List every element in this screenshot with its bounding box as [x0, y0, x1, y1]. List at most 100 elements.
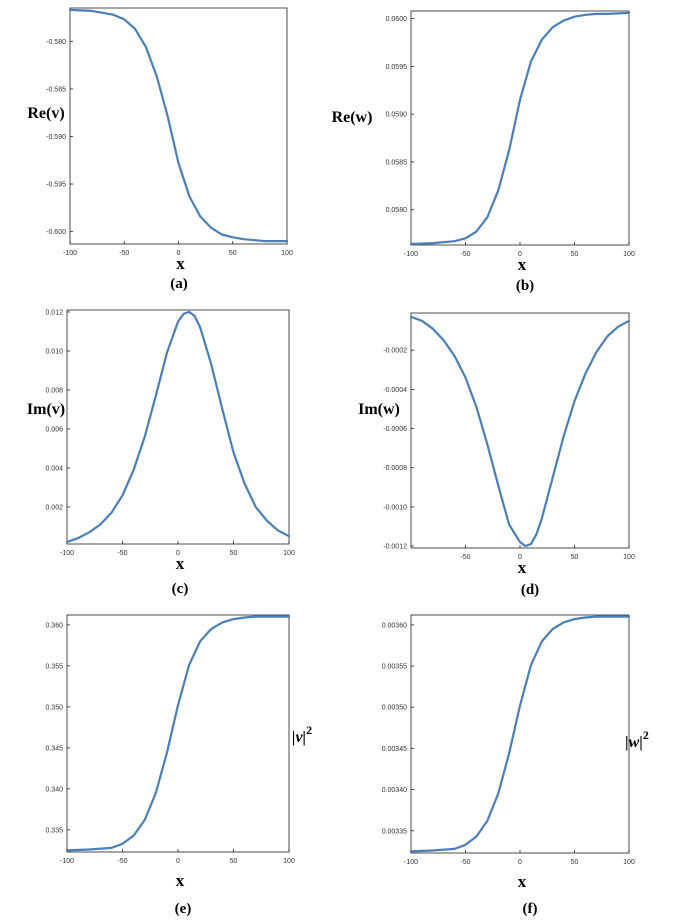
x-tick-label: 50: [571, 554, 579, 561]
y-tick-label: 0.0580: [386, 207, 408, 214]
x-tick-label: 50: [230, 550, 238, 557]
x-axis-label: x: [518, 558, 527, 577]
y-tick-label: -0.0002: [383, 348, 407, 355]
y-tick-label: 0.360: [45, 622, 63, 629]
x-tick-label: -50: [460, 251, 470, 258]
plot-frame: [410, 312, 630, 549]
data-series-line: [409, 315, 631, 548]
y-tick-label: 0.345: [45, 745, 63, 752]
x-tick-label: 50: [229, 250, 237, 257]
x-tick-label: 0: [176, 550, 180, 557]
y-tick-label: 0.002: [45, 504, 63, 511]
panel-caption: (b): [516, 278, 534, 294]
y-tick-label: 0.012: [45, 309, 63, 316]
x-axis-label: x: [176, 871, 185, 890]
chart-panel-a: -100 -50 0 50 100 -0.580 -0.585 -0.590 -0.595 -0.…: [27, 7, 293, 292]
x-tick-label: 100: [283, 858, 295, 865]
y-axis-label: |v|2: [292, 723, 312, 746]
chart-panel-c: -100 -50 0 50 100 0.012 0.010 0.008 0.006 0.004 0.…: [27, 309, 295, 597]
x-axis-label: x: [176, 254, 185, 273]
x-tick-label: 100: [281, 250, 293, 257]
panel-caption: (f): [523, 901, 538, 917]
x-tick-label: -100: [60, 550, 74, 557]
x-tick-label: 100: [623, 554, 635, 561]
panel-caption: (e): [175, 901, 192, 917]
y-tick-label: 0.0585: [386, 159, 408, 166]
plot-frame: [66, 309, 290, 545]
y-axis-label: Re(w): [332, 109, 373, 126]
data-series-line: [65, 310, 291, 544]
x-tick-label: 100: [623, 251, 635, 258]
x-axis-label: x: [518, 872, 527, 891]
x-tick-label: 100: [623, 859, 635, 866]
y-tick-label: 0.00350: [382, 705, 407, 712]
x-tick-label: -50: [117, 550, 127, 557]
x-axis-label: x: [518, 255, 527, 274]
x-tick-label: 0: [176, 858, 180, 865]
y-tick-label: 0.00340: [382, 787, 407, 794]
y-axis-label: |w|2: [625, 728, 649, 751]
y-tick-label: -0.595: [46, 182, 66, 189]
y-tick-label: 0.350: [45, 704, 63, 711]
x-tick-label: 0: [518, 251, 522, 258]
y-tick-label: 0.006: [45, 426, 63, 433]
x-tick-label: 50: [230, 858, 238, 865]
panel-caption: (c): [172, 581, 189, 597]
y-tick-label: -0.585: [46, 86, 66, 93]
x-tick-label: -100: [404, 859, 418, 866]
chart-panel-f: -100 -50 0 50 100 0.00360 0.00355 0.00350 0.0034…: [382, 614, 649, 917]
y-tick-label: -0.600: [46, 229, 66, 236]
data-series-line: [409, 11, 631, 246]
data-series-line: [68, 8, 289, 243]
x-tick-label: -50: [119, 250, 129, 257]
plot-frame: [410, 614, 630, 854]
y-tick-label: 0.0590: [386, 112, 408, 119]
x-tick-label: -50: [117, 858, 127, 865]
data-series-line: [65, 615, 291, 852]
y-tick-label: -0.0006: [383, 426, 407, 433]
plot-frame: [69, 7, 288, 245]
x-tick-label: 50: [571, 251, 579, 258]
chart-panel-d: -50 0 50 100 -0.0002 -0.0004 -0.0006 -0.0008 -0.…: [358, 312, 635, 598]
y-tick-label: 0.355: [45, 663, 63, 670]
x-tick-label: 0: [177, 250, 181, 257]
y-tick-label: 0.004: [45, 465, 63, 472]
y-tick-label: 0.00355: [382, 664, 407, 671]
y-tick-label: -0.0010: [383, 504, 407, 511]
y-tick-label: 0.008: [45, 387, 63, 394]
y-tick-label: 0.00360: [382, 622, 407, 629]
y-axis-label: Im(v): [27, 401, 65, 418]
x-axis-label: x: [176, 554, 185, 573]
y-tick-label: -0.0012: [383, 544, 407, 551]
y-tick-label: 0.0600: [386, 16, 408, 23]
x-tick-label: -50: [460, 859, 470, 866]
plot-frame: [410, 10, 630, 246]
x-tick-label: -100: [63, 250, 77, 257]
x-tick-label: 0: [518, 859, 522, 866]
y-tick-label: 0.010: [45, 348, 63, 355]
x-tick-label: 50: [571, 859, 579, 866]
y-tick-label: -0.0008: [383, 465, 407, 472]
chart-panel-b: -100 -50 0 50 100 0.0600 0.0595 0.0590 0.0585 0.0…: [332, 10, 635, 294]
y-tick-label: 0.00335: [382, 828, 407, 835]
plot-frame: [66, 614, 290, 853]
x-tick-label: 100: [283, 550, 295, 557]
y-tick-label: -0.590: [46, 134, 66, 141]
y-tick-label: 0.340: [45, 786, 63, 793]
y-tick-label: 0.0595: [386, 64, 408, 71]
data-series-line: [409, 615, 631, 853]
y-tick-label: -0.580: [46, 39, 66, 46]
panel-caption: (d): [521, 582, 539, 598]
x-tick-label: -100: [404, 251, 418, 258]
y-tick-label: -0.0004: [383, 387, 407, 394]
y-axis-label: Im(w): [358, 401, 400, 418]
x-tick-label: 0: [518, 554, 522, 561]
chart-panel-e: -100 -50 0 50 100 0.360 0.355 0.350 0.345 0.340 0.…: [45, 614, 312, 917]
y-tick-label: 0.00345: [382, 746, 407, 753]
y-tick-label: 0.335: [45, 827, 63, 834]
x-tick-label: -100: [60, 858, 74, 865]
y-axis-label: Re(v): [27, 105, 64, 122]
panel-caption: (a): [170, 276, 188, 292]
x-tick-label: -50: [460, 554, 470, 561]
